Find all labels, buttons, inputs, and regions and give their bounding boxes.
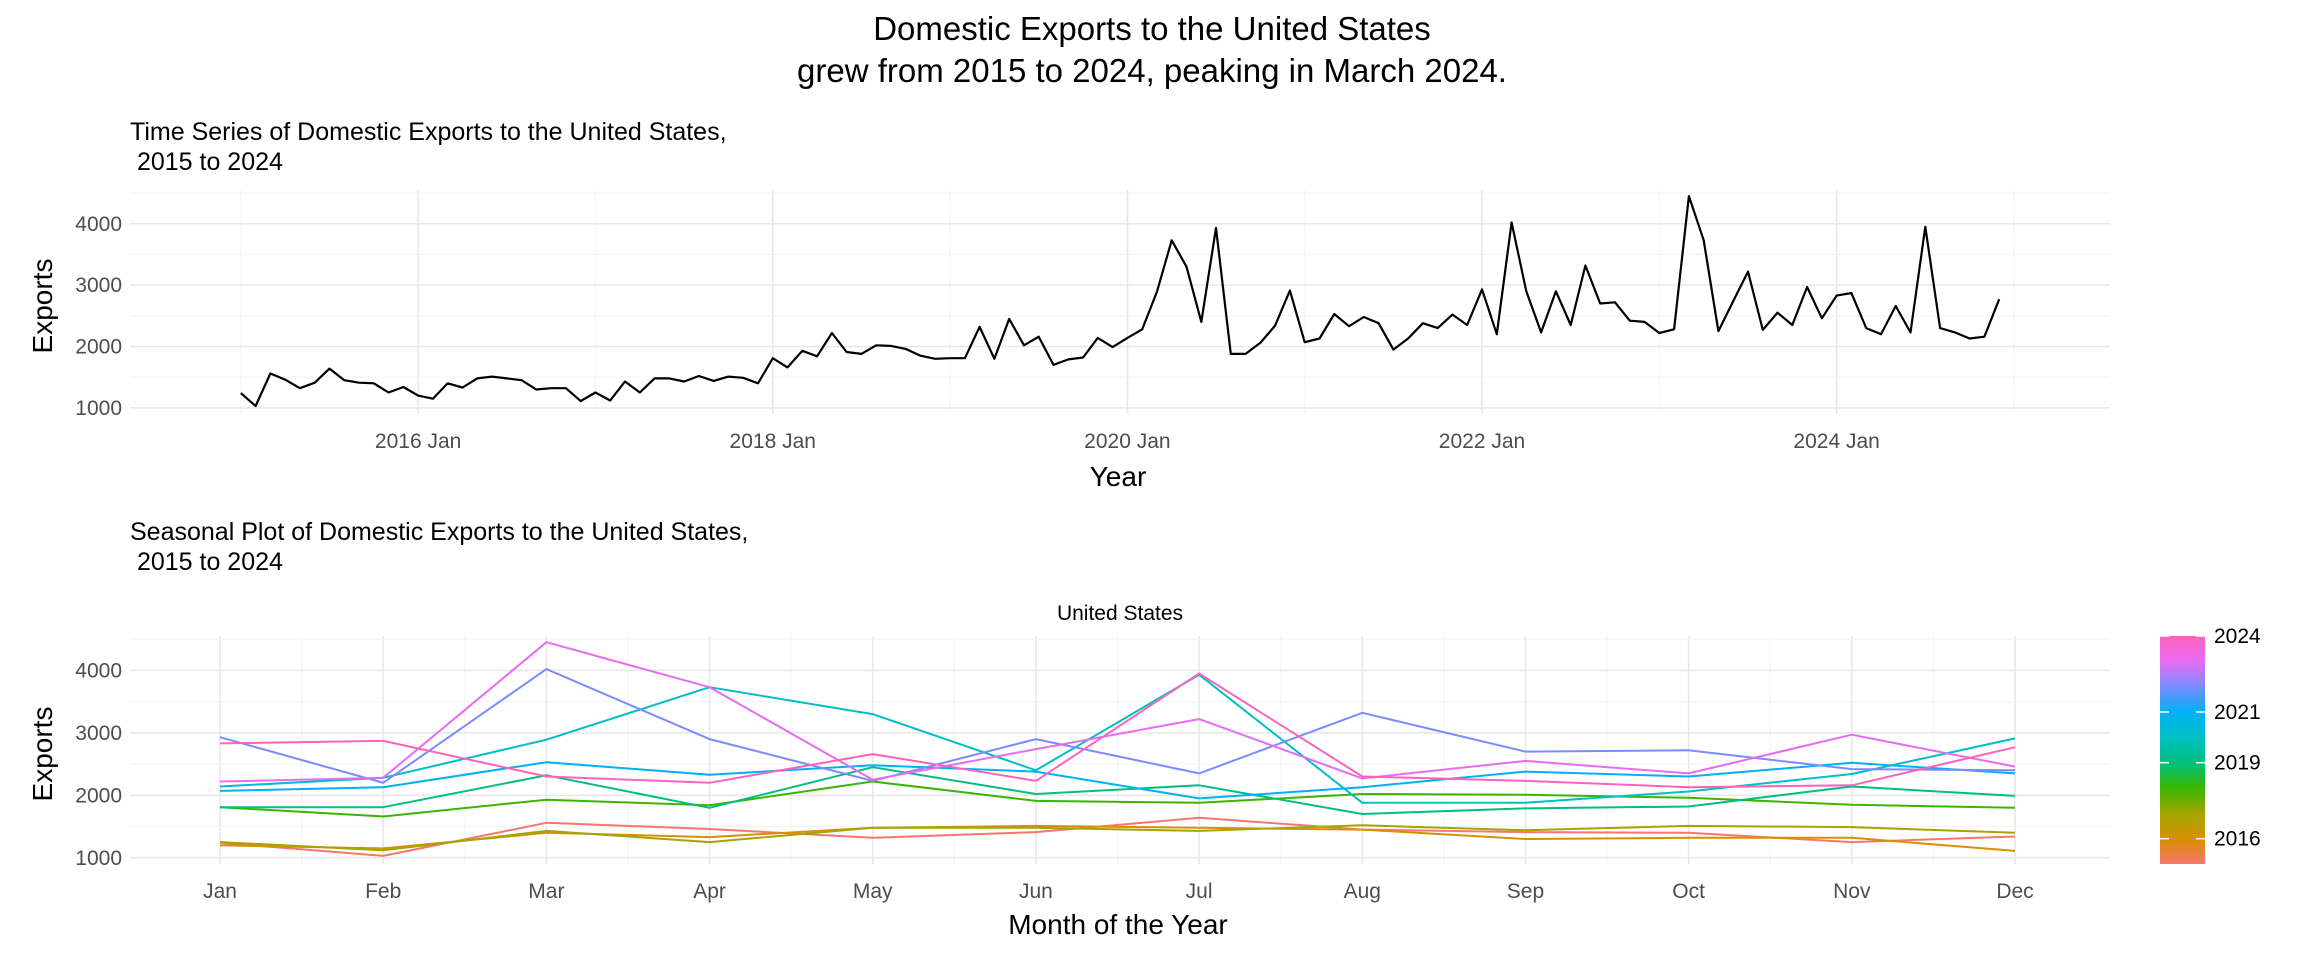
- ts-y-tick-label: 2000: [75, 335, 122, 358]
- ts-title-line2: 2015 to 2024: [130, 148, 283, 176]
- seasonal-x-tick-label: Feb: [365, 880, 401, 903]
- seasonal-y-tick-label: 2000: [75, 784, 122, 807]
- ts-x-tick-label: 2016 Jan: [375, 430, 461, 453]
- seasonal-y-tick-labels: 1000 2000 3000 4000: [75, 659, 122, 869]
- ts-y-tick-labels: 1000 2000 3000 4000: [75, 213, 122, 420]
- facet-label: United States: [1057, 602, 1183, 625]
- ts-y-tick-label: 1000: [75, 397, 122, 420]
- ts-y-axis-label: Exports: [27, 259, 58, 354]
- colorbar-labels: 2024 2021 2019 2016: [2160, 625, 2261, 851]
- ts-x-tick-label: 2020 Jan: [1084, 430, 1170, 453]
- seasonal-x-tick-label: Sep: [1507, 880, 1544, 903]
- seasonal-x-tick-label: Aug: [1344, 880, 1381, 903]
- seasonal-series-line-2018: [219, 780, 2016, 818]
- ts-series-line: [240, 195, 2001, 408]
- legend-label: 2024: [2214, 625, 2261, 648]
- main-title-line2: grew from 2015 to 2024, peaking in March…: [797, 52, 1507, 89]
- legend-label: 2019: [2214, 752, 2261, 775]
- seasonal-x-tick-label: Jan: [203, 880, 237, 903]
- seasonal-y-axis-label: Exports: [27, 707, 58, 802]
- seasonal-series-line-2015: [219, 816, 2016, 857]
- seasonal-panel: 1000 2000 3000 4000 Jan Feb Mar Apr May Jun Jul Au…: [75, 636, 2110, 903]
- seasonal-series-line-2023: [219, 641, 2016, 783]
- ts-y-tick-label: 4000: [75, 213, 122, 236]
- seasonal-x-tick-label: May: [853, 880, 893, 903]
- main-title-line1: Domestic Exports to the United States: [873, 10, 1431, 47]
- seasonal-x-axis-label: Month of the Year: [1008, 909, 1228, 940]
- seasonal-y-tick-label: 3000: [75, 722, 122, 745]
- seasonal-x-tick-label: Oct: [1672, 880, 1705, 903]
- ts-title-line1: Time Series of Domestic Exports to the U…: [130, 118, 727, 146]
- colorbar-legend: 2024 2021 2019 2016: [2160, 625, 2261, 864]
- ts-x-axis-label: Year: [1090, 461, 1147, 492]
- legend-label: 2016: [2214, 828, 2261, 851]
- seasonal-y-tick-label: 4000: [75, 659, 122, 682]
- seasonal-series-line-2020: [219, 673, 2016, 804]
- ts-x-tick-labels: 2016 Jan 2018 Jan 2020 Jan 2022 Jan 2024 Jan: [375, 430, 1880, 453]
- colorbar: [2160, 636, 2205, 864]
- seasonal-title-line2: 2015 to 2024: [130, 548, 283, 576]
- time-series-panel: 1000 2000 3000 4000 2016 Jan 2018 Jan 2020 Ja…: [75, 190, 2110, 453]
- ts-x-tick-label: 2018 Jan: [730, 430, 816, 453]
- seasonal-series-line-2017: [219, 824, 2016, 852]
- seasonal-x-tick-label: Mar: [528, 880, 564, 903]
- legend-label: 2021: [2214, 701, 2261, 724]
- seasonal-series-line-2024: [219, 672, 2016, 789]
- seasonal-y-tick-label: 1000: [75, 847, 122, 870]
- seasonal-series-line-2016: [219, 824, 2016, 852]
- seasonal-series-line-2021: [219, 761, 2016, 800]
- seasonal-x-tick-label: Jun: [1019, 880, 1053, 903]
- seasonal-x-tick-label: Dec: [1996, 880, 2033, 903]
- seasonal-title-line1: Seasonal Plot of Domestic Exports to the…: [130, 518, 748, 546]
- seasonal-series-line-2022: [219, 668, 2016, 784]
- seasonal-x-tick-label: Apr: [693, 880, 726, 903]
- seasonal-x-tick-label: Nov: [1833, 880, 1871, 903]
- seasonal-series-line-2019: [220, 766, 2016, 815]
- seasonal-x-tick-labels: Jan Feb Mar Apr May Jun Jul Aug Sep Oct Nov Dec: [203, 880, 2034, 903]
- seasonal-series-lines: [219, 641, 2016, 857]
- ts-x-tick-label: 2024 Jan: [1793, 430, 1879, 453]
- ts-x-tick-label: 2022 Jan: [1439, 430, 1525, 453]
- ts-y-tick-label: 3000: [75, 274, 122, 297]
- ts-gridlines: [130, 190, 2110, 414]
- seasonal-x-tick-label: Jul: [1186, 880, 1213, 903]
